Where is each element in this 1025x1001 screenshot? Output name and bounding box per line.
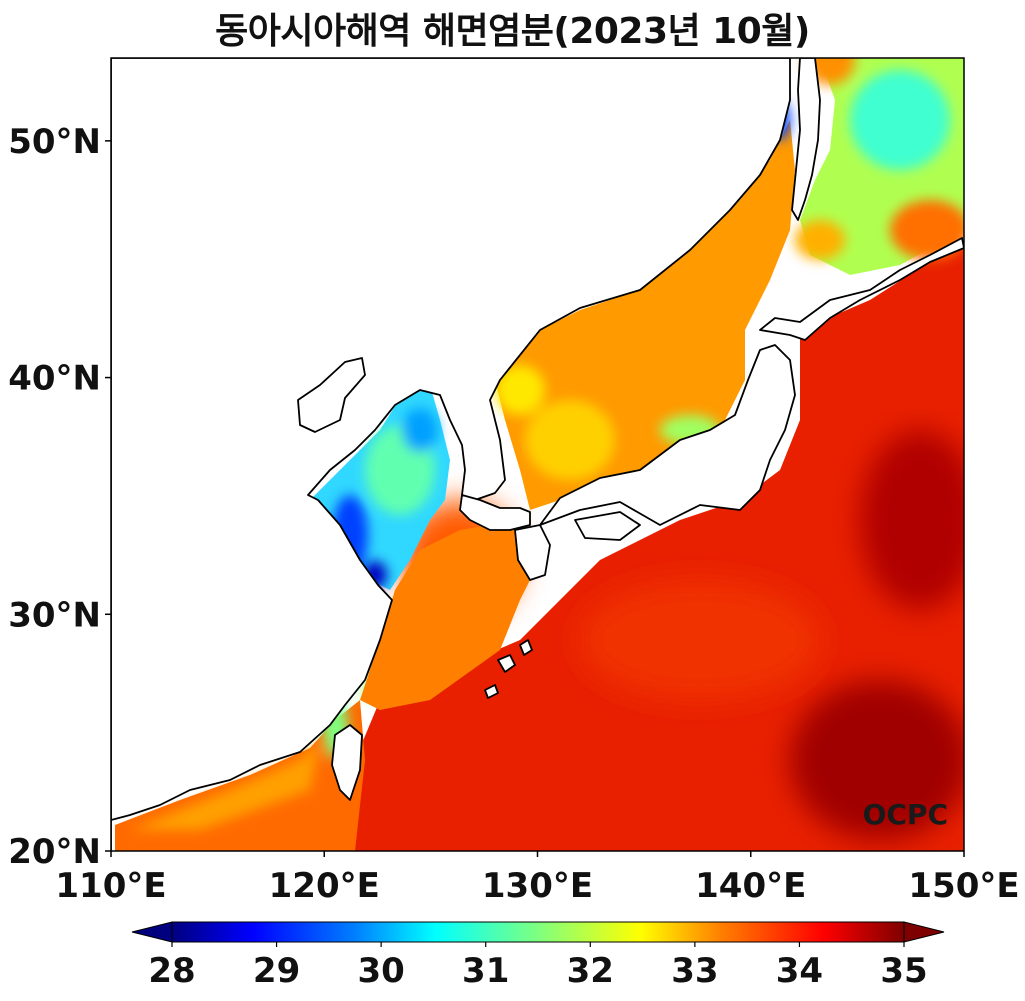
lat-tick-label: 50°N — [8, 122, 101, 162]
lon-tick-label: 130°E — [482, 866, 593, 906]
colorbar-tick-label: 28 — [148, 951, 195, 991]
colorbar-tick-label: 29 — [253, 951, 300, 991]
lat-tick-label: 40°N — [8, 359, 101, 399]
longitude-axis: 110°E 120°E 130°E 140°E 150°E — [55, 851, 1020, 906]
colorbar-extend-high — [903, 921, 945, 943]
latitude-axis: 20°N 30°N 40°N 50°N — [8, 122, 111, 872]
colorbar-tick-label: 32 — [567, 951, 614, 991]
salinity-field — [115, 58, 964, 851]
lat-tick-label: 30°N — [8, 595, 101, 635]
colorbar-tick-label: 34 — [776, 951, 823, 991]
colorbar-tick-label: 30 — [357, 951, 404, 991]
colorbar-gradient — [171, 921, 905, 943]
colorbar-extend-low — [131, 921, 173, 943]
coastline — [111, 58, 964, 851]
lon-tick-label: 120°E — [269, 866, 380, 906]
lat-tick-label: 20°N — [8, 832, 101, 872]
colorbar-tick-label: 31 — [462, 951, 509, 991]
colorbar: 28 29 30 31 32 33 34 35 — [131, 921, 945, 991]
lon-tick-label: 110°E — [55, 866, 166, 906]
lon-tick-label: 140°E — [695, 866, 806, 906]
watermark: OCPC — [863, 798, 948, 831]
colorbar-tick-label: 35 — [880, 951, 927, 991]
lon-tick-label: 150°E — [908, 866, 1019, 906]
map-title: 동아시아해역 해면염분(2023년 10월) — [215, 11, 810, 52]
colorbar-tick-label: 33 — [671, 951, 718, 991]
